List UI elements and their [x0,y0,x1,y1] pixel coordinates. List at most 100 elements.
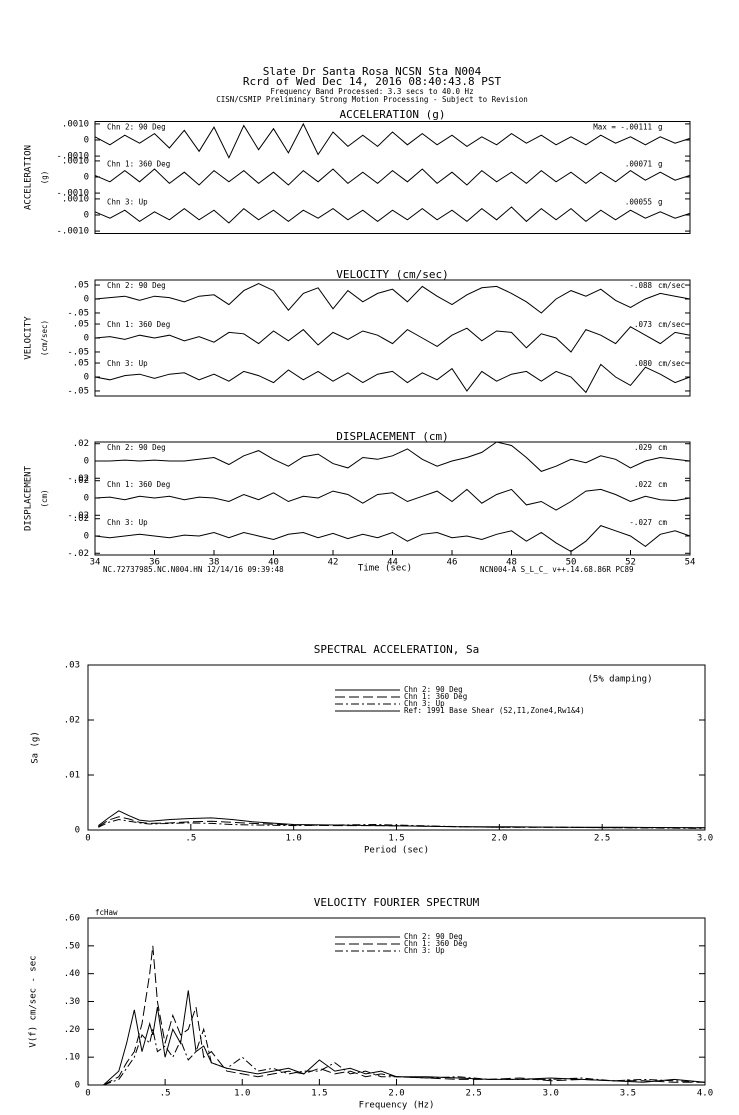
legend-label: Chn 2: 90 Deg [404,932,463,941]
x-tick-label: 50 [566,558,577,568]
x-tick-label: 38 [209,558,220,568]
channel-label: Chn 3: Up [107,518,148,527]
y-tick-label: -.0010 [56,189,89,199]
peak-label: -.027 [629,518,652,527]
x-axis-label: Time (sec) [358,564,412,574]
chart-title: VELOCITY FOURIER SPECTRUM [314,896,480,909]
x-tick-label: .5 [185,834,196,844]
y-tick-label: -.0010 [56,227,89,237]
legend-label: Ref: 1991 Base Shear (S2,I1,Zone4,Rw1&4) [404,706,585,715]
y-tick-label: .02 [73,439,89,449]
y-tick-label: .02 [73,514,89,524]
trace [94,488,691,511]
peak-unit: g [658,123,663,132]
series-line [103,990,706,1086]
channel-label: Chn 3: Up [107,359,148,368]
y-tick-label: 0 [84,457,89,467]
peak-unit: g [658,198,663,207]
y-tick-label: .0010 [62,156,89,166]
x-tick-label: 48 [506,558,517,568]
channel-label: Chn 2: 90 Deg [107,443,166,452]
chart-title: VELOCITY (cm/sec) [336,268,449,281]
channel-label: Chn 3: Up [107,198,148,207]
y-tick-label: -.05 [67,308,89,318]
chart-title: DISPLACEMENT (cm) [336,430,449,443]
channel-label: Chn 1: 360 Deg [107,480,170,489]
y-tick-label: .01 [64,771,80,781]
y-axis-label: ACCELERATION [24,145,34,210]
y-axis-label: V(f) cm/sec - sec [29,955,39,1047]
x-tick-label: 1.5 [388,834,404,844]
x-tick-label: 54 [685,558,696,568]
y-tick-label: 0 [84,334,89,344]
x-axis-label: Period (sec) [364,846,429,856]
series-line [103,1027,706,1086]
y-tick-label: 0 [84,211,89,221]
x-tick-label: 34 [90,558,101,568]
y-tick-label: .30 [64,997,80,1007]
y-tick-label: .60 [64,914,80,924]
peak-label: .029 [634,443,652,452]
x-tick-label: 3.0 [543,1089,559,1099]
x-tick-label: 1.0 [234,1089,250,1099]
x-tick-label: 40 [268,558,279,568]
peak-unit: cm/sec [658,359,685,368]
legend-label: Chn 1: 360 Deg [404,692,467,701]
plot-frame [94,441,691,556]
y-tick-label: .02 [64,716,80,726]
header-line: Frequency Band Processed: 3.3 secs to 40… [270,87,473,96]
trace [94,525,691,553]
x-axis-label: Frequency (Hz) [359,1101,435,1111]
peak-label: .00055 [625,198,652,207]
trace [94,363,691,394]
x-tick-label: 1.5 [311,1089,327,1099]
header-line: CISN/CSMIP Preliminary Strong Motion Pro… [216,95,528,104]
y-tick-label: 0 [75,1081,80,1091]
legend-label: Chn 3: Up [404,699,445,708]
y-tick-label: .20 [64,1025,80,1035]
x-tick-label: 0 [85,1089,90,1099]
plot-frame [94,279,691,397]
x-tick-label: 52 [625,558,636,568]
x-tick-label: 2.0 [491,834,507,844]
x-tick-label: 2.5 [594,834,610,844]
trace [95,441,691,472]
channel-label: Chn 2: 90 Deg [107,281,166,290]
x-tick-label: 4.0 [697,1089,713,1099]
y-axis-label: DISPLACEMENT [24,465,34,531]
plot-frame [94,121,691,234]
y-tick-label: -.05 [67,347,89,357]
peak-label: -.088 [629,281,652,290]
y-tick-label: 0 [75,826,80,836]
annotation: (5% damping) [587,675,652,685]
peak-label: Max = -.00111 [593,123,652,132]
header-line: Rcrd of Wed Dec 14, 2016 08:40:43.8 PST [243,75,502,88]
x-tick-label: 46 [447,558,458,568]
y-tick-label: 0 [84,532,89,542]
header-line: Slate Dr Santa Rosa NCSN Sta N004 [263,65,482,78]
y-tick-label: .03 [64,661,80,671]
x-tick-label: 3.0 [697,834,713,844]
channel-label: Chn 1: 360 Deg [107,160,170,169]
channel-label: Chn 2: 90 Deg [107,123,166,132]
trace [94,283,691,314]
y-tick-label: 0 [84,173,89,183]
y-tick-label: -.02 [67,474,89,484]
y-axis-unit: (cm) [40,489,49,507]
y-tick-label: 0 [84,295,89,305]
peak-label: .022 [634,480,652,489]
y-tick-label: -.02 [67,549,89,559]
legend-label: Chn 1: 360 Deg [404,939,467,948]
y-tick-label: .0010 [62,194,89,204]
legend-label: Chn 2: 90 Deg [404,685,463,694]
legend-label: Chn 3: Up [404,946,445,955]
x-tick-label: 44 [387,558,398,568]
x-tick-label: 1.0 [286,834,302,844]
series-line [103,945,705,1086]
y-tick-label: .10 [64,1053,80,1063]
peak-label: .080 [634,359,653,368]
y-tick-label: -.05 [67,386,89,396]
y-tick-label: .05 [73,281,89,291]
y-tick-label: 0 [84,373,89,383]
